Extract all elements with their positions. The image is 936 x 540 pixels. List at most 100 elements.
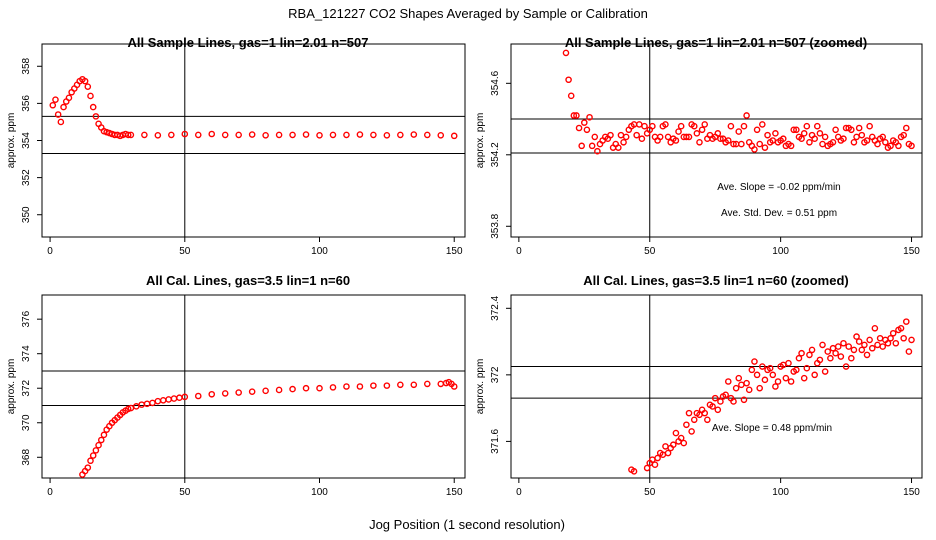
data-point (800, 374, 808, 382)
data-point (370, 382, 377, 389)
x-tick-label: 50 (644, 487, 656, 498)
data-point (141, 131, 148, 139)
data-point (248, 131, 256, 138)
data-point (275, 386, 283, 394)
data-point (685, 133, 693, 141)
data-point (87, 457, 94, 465)
data-point (848, 354, 855, 362)
data-point (638, 135, 646, 143)
data-point (208, 390, 216, 398)
data-point (356, 383, 364, 390)
data-point (89, 103, 97, 111)
data-point (764, 131, 771, 139)
data-point (790, 126, 798, 134)
data-point (806, 138, 813, 146)
data-point (730, 140, 737, 148)
data-point (329, 131, 337, 139)
data-point (586, 113, 593, 121)
data-point (766, 364, 774, 372)
panel-title: All Cal. Lines, gas=3.5 lin=1 n=60 (zoom… (583, 273, 849, 288)
data-point (740, 122, 748, 130)
data-point (858, 346, 866, 354)
data-point (868, 344, 876, 352)
data-point (65, 94, 73, 102)
data-point (821, 368, 829, 375)
data-point (688, 428, 695, 435)
data-point (677, 434, 685, 442)
data-point (410, 381, 418, 389)
data-point (840, 339, 847, 347)
data-point (874, 140, 881, 148)
data-point (49, 101, 57, 109)
data-point (887, 142, 894, 150)
data-point (622, 133, 630, 141)
data-point (562, 49, 570, 57)
data-point (842, 363, 850, 370)
data-point (181, 393, 189, 401)
data-point (127, 131, 135, 139)
data-point (100, 431, 108, 439)
data-point (845, 343, 853, 350)
annotation: Ave. Std. Dev. = 0.51 ppm (721, 208, 837, 219)
data-point (756, 140, 763, 148)
data-point (866, 336, 873, 344)
data-point (92, 113, 100, 120)
data-point (785, 359, 792, 367)
x-tick-label: 50 (179, 246, 191, 257)
y-tick-label: 368 (21, 449, 32, 466)
data-point (816, 356, 824, 364)
data-point (821, 133, 829, 141)
panel-4: All Cal. Lines, gas=3.5 lin=1 n=60 (zoom… (475, 273, 923, 498)
data-point (779, 135, 787, 143)
data-point (302, 131, 310, 138)
data-point (738, 140, 745, 148)
data-point (902, 318, 910, 325)
data-point (690, 416, 698, 424)
y-axis-label: approx. ppm (475, 359, 486, 415)
data-point (329, 384, 337, 391)
data-point (751, 146, 758, 153)
data-point (753, 371, 761, 379)
data-point (95, 441, 102, 449)
y-tick-label: 354 (21, 132, 32, 149)
data-point (437, 132, 445, 139)
data-point (675, 128, 682, 135)
data-point (615, 144, 622, 151)
data-point (693, 130, 701, 137)
data-point (685, 409, 693, 417)
data-point (855, 338, 863, 345)
data-point (698, 126, 706, 134)
data-point (664, 449, 672, 457)
data-point (680, 439, 688, 447)
x-tick-label: 150 (446, 487, 463, 498)
x-tick-label: 0 (47, 487, 53, 498)
y-tick-label: 372.4 (490, 295, 501, 320)
data-point (662, 121, 669, 128)
data-point (748, 366, 756, 374)
data-point (670, 441, 677, 449)
data-point (275, 131, 283, 139)
data-point (722, 391, 729, 399)
data-point (908, 336, 915, 344)
data-series (562, 49, 915, 155)
data-point (221, 131, 229, 139)
data-point (711, 394, 719, 402)
data-point (302, 384, 310, 392)
data-point (895, 142, 902, 150)
data-point (756, 384, 763, 392)
data-point (248, 388, 256, 395)
data-point (383, 382, 391, 389)
x-tick-label: 0 (516, 487, 522, 498)
data-point (578, 142, 585, 150)
data-point (672, 429, 680, 437)
x-tick-label: 150 (903, 246, 920, 257)
y-tick-label: 371.6 (490, 428, 501, 453)
data-point (397, 381, 404, 389)
data-point (235, 131, 242, 139)
data-point (871, 324, 879, 332)
y-tick-label: 352 (21, 169, 32, 186)
x-tick-label: 0 (47, 246, 53, 257)
y-axis-label: approx. ppm (6, 113, 17, 169)
data-point (423, 380, 431, 388)
